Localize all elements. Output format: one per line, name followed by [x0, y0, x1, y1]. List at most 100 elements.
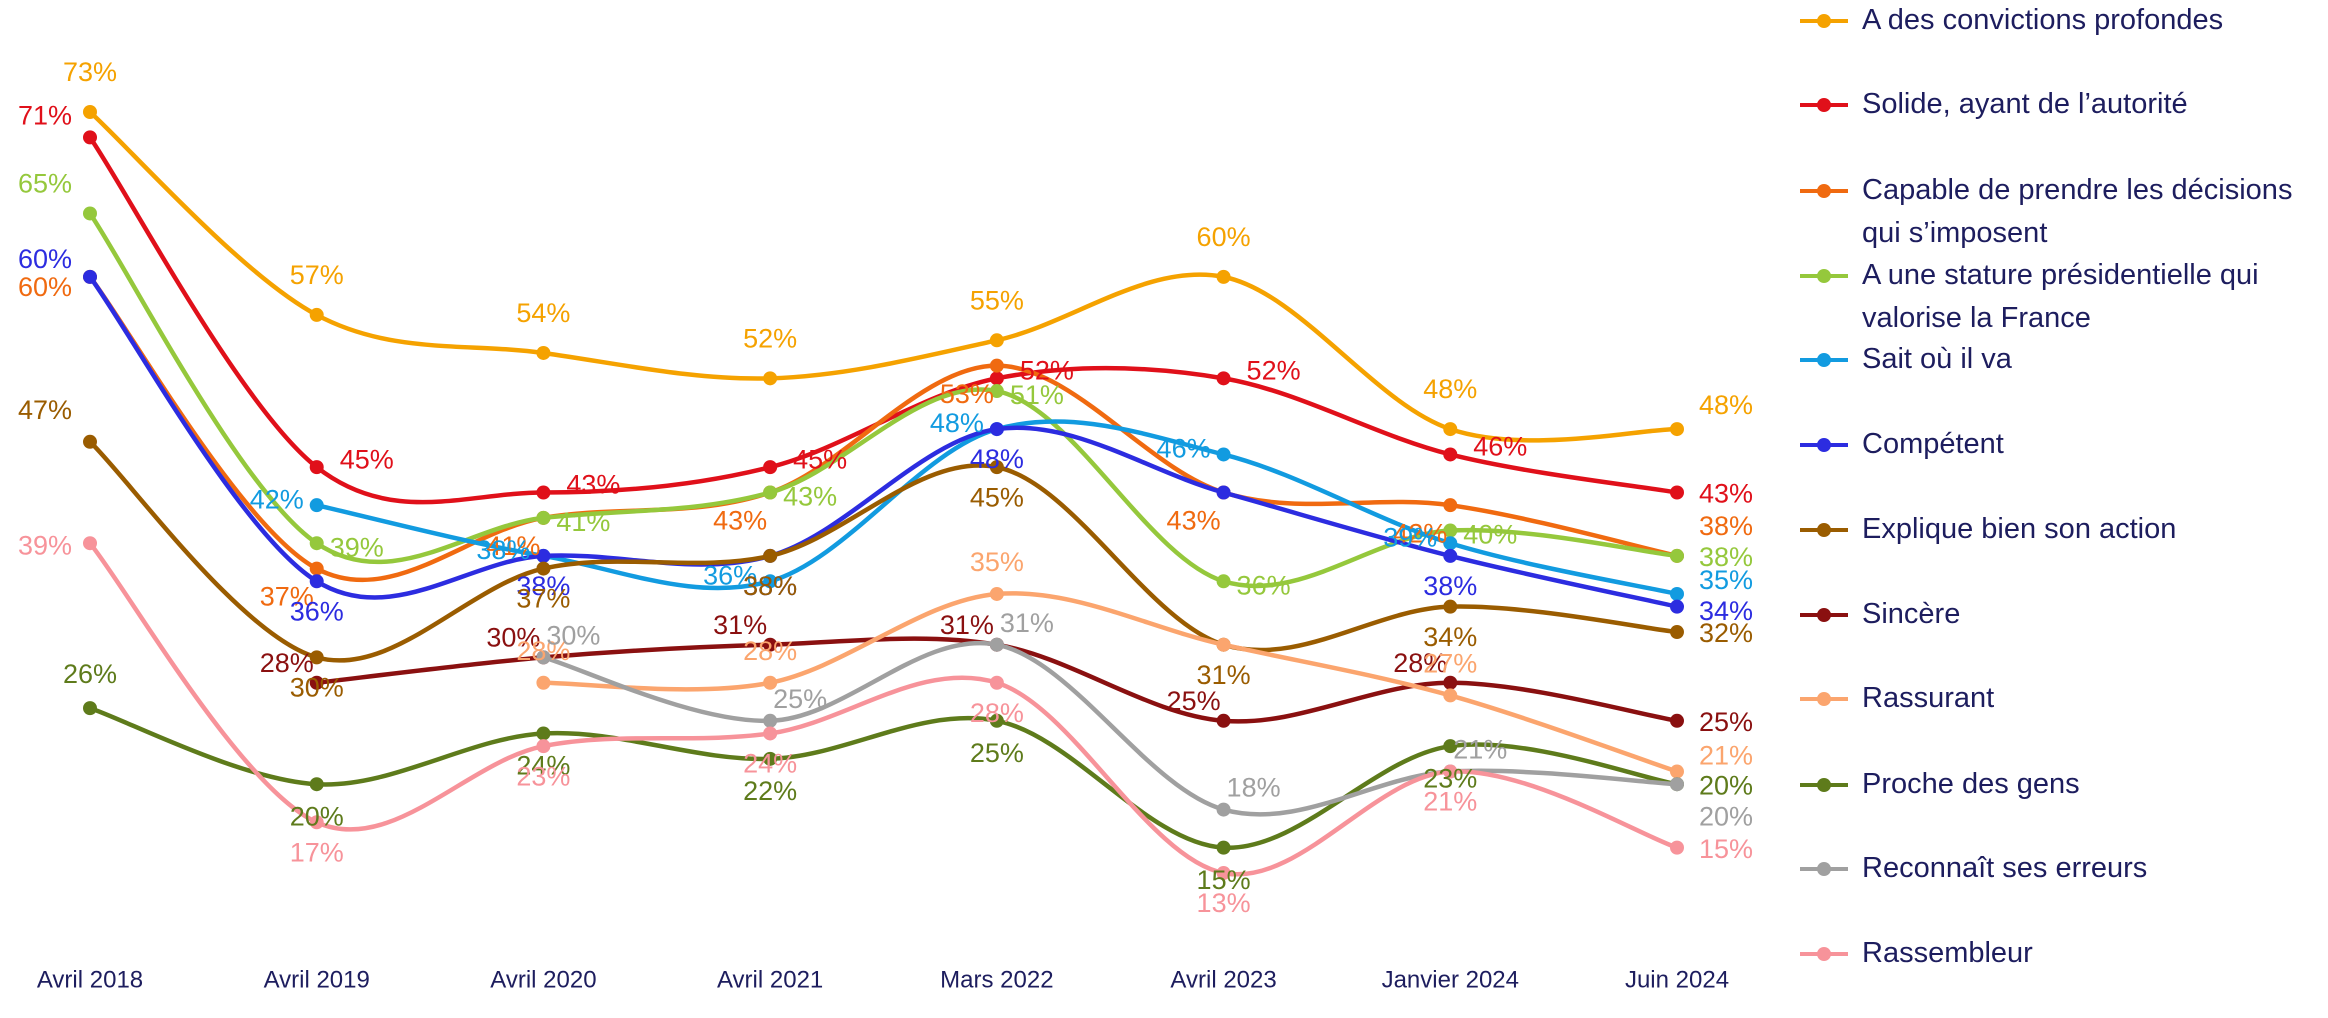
point [1670, 713, 1684, 728]
legend-label: Rassurant [1862, 682, 1995, 714]
legend-item: Proche des gens [1800, 763, 2320, 849]
data-label: 31% [1000, 608, 1054, 638]
point [536, 485, 551, 500]
data-label: 48% [930, 408, 984, 438]
data-label: 55% [970, 285, 1024, 315]
point [763, 726, 778, 741]
point [309, 536, 324, 551]
x-tick-label: Avril 2019 [264, 966, 370, 990]
data-label: 45% [970, 482, 1024, 512]
point [309, 460, 324, 475]
legend-item: Sait où il va [1800, 338, 2320, 424]
point [83, 434, 97, 449]
point [989, 333, 1004, 348]
data-label: 32% [1699, 618, 1753, 648]
data-label: 43% [566, 470, 620, 500]
data-label: 38% [1423, 571, 1477, 601]
point [536, 739, 551, 754]
data-label: 24% [516, 751, 570, 781]
data-label: 38% [743, 571, 797, 601]
legend-marker [1817, 862, 1831, 876]
data-label: 28% [1393, 648, 1447, 678]
point [536, 675, 551, 690]
data-label: 21% [1699, 741, 1753, 771]
point [83, 130, 97, 145]
data-label: 43% [1167, 506, 1221, 536]
data-label: 45% [340, 444, 394, 474]
legend-item: Rassembleur [1800, 932, 2320, 1018]
series-line [88, 110, 1678, 443]
point [309, 777, 324, 792]
data-label: 52% [1020, 355, 1074, 385]
data-label: 25% [773, 684, 827, 714]
data-label: 41% [486, 531, 540, 561]
data-label: 60% [18, 272, 72, 302]
point [1443, 688, 1458, 703]
point [1670, 840, 1684, 855]
point [536, 726, 551, 741]
data-label: 37% [260, 582, 314, 612]
data-label: 40% [1463, 520, 1517, 550]
data-label: 13% [1197, 888, 1251, 918]
data-label: 27% [1423, 649, 1477, 679]
data-label: 20% [1699, 770, 1753, 800]
point [763, 675, 778, 690]
point [309, 675, 324, 690]
legend-marker [1817, 14, 1831, 28]
legend-marker [1817, 523, 1831, 537]
point [1216, 866, 1231, 880]
x-tick-label: Janvier 2024 [1382, 966, 1519, 990]
point [1216, 713, 1231, 728]
legend-item: A une stature présidentielle qui valoris… [1800, 254, 2320, 340]
data-label: 22% [743, 776, 797, 806]
data-label: 60% [18, 244, 72, 274]
legend-label: Capable de prendre les décisions qui s’i… [1862, 174, 2293, 249]
point [1670, 586, 1684, 601]
series-line [543, 591, 1678, 774]
point [989, 371, 1004, 386]
point [1216, 574, 1231, 589]
point [763, 485, 778, 500]
data-label: 36% [290, 596, 344, 626]
point [536, 510, 551, 525]
data-label: 47% [18, 395, 72, 425]
point [1670, 625, 1684, 640]
point [1443, 675, 1458, 690]
point [1443, 447, 1458, 462]
point [1443, 498, 1458, 513]
data-label: 28% [970, 698, 1024, 728]
legend-marker [1817, 692, 1831, 706]
data-label: 39% [330, 532, 384, 562]
point [1443, 536, 1458, 551]
point [309, 650, 324, 665]
page: {"chart_data": {"type": "line", "categor… [17, 4, 2320, 990]
point [1443, 599, 1458, 614]
data-label: 48% [1699, 390, 1753, 420]
point [536, 548, 551, 563]
point [989, 586, 1004, 601]
legend-label: A des convictions profondes [1862, 4, 2224, 36]
point [1216, 371, 1231, 386]
data-label: 21% [1423, 787, 1477, 817]
point [989, 637, 1004, 652]
point [536, 345, 551, 360]
point [989, 384, 1004, 399]
legend-item: Rassurant [1800, 677, 2320, 763]
data-label: 30% [290, 673, 344, 703]
legend-label: A une stature présidentielle qui valoris… [1862, 259, 2259, 334]
point [989, 358, 1004, 373]
legend-label: Proche des gens [1862, 768, 2080, 800]
data-label: 52% [1247, 355, 1301, 385]
data-label: 15% [1197, 865, 1251, 895]
point [763, 637, 778, 652]
point [1443, 739, 1458, 754]
legend-marker [1817, 184, 1831, 198]
data-label: 38% [476, 535, 530, 565]
data-label: 38% [1699, 542, 1753, 572]
data-label: 41% [556, 507, 610, 537]
point [1216, 447, 1231, 462]
point [83, 536, 97, 551]
data-label: 23% [516, 761, 570, 791]
legend-label: Sincère [1862, 598, 1961, 630]
legend-item: Sincère [1800, 593, 2320, 679]
